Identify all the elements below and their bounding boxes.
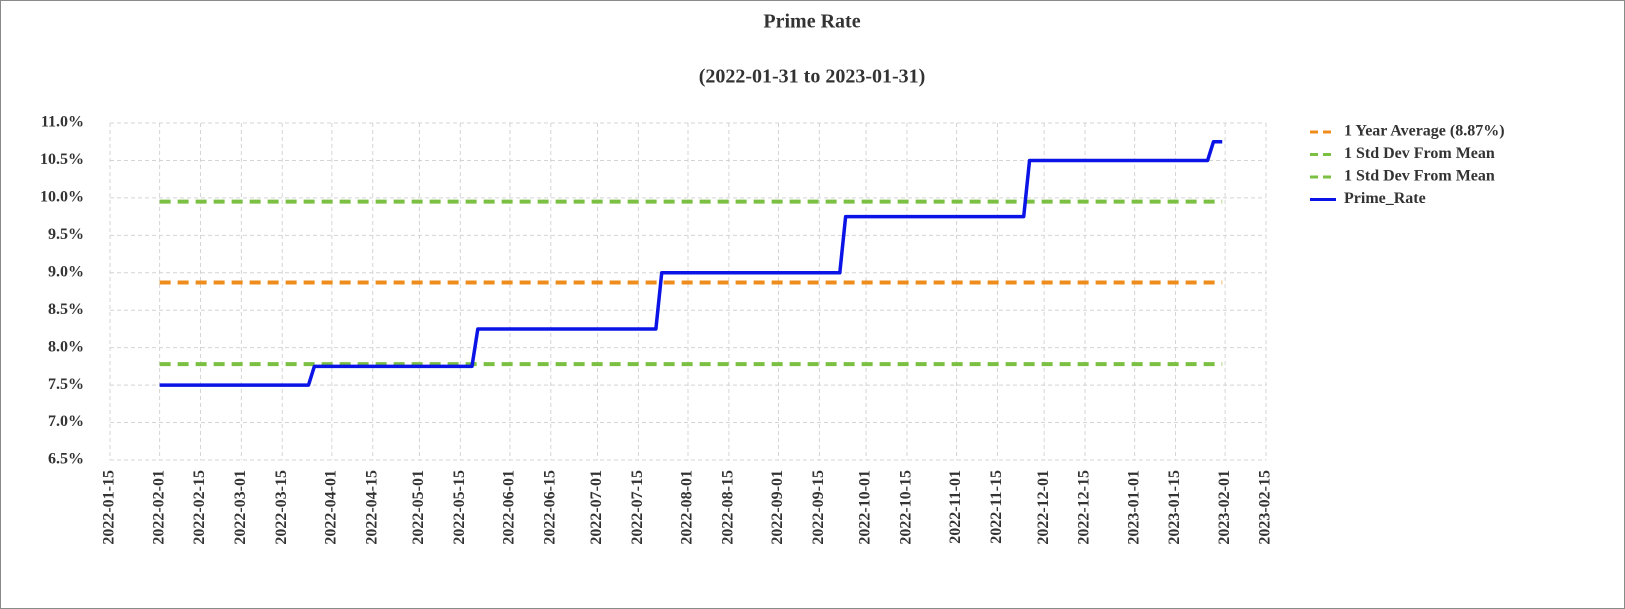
x-tick-label: 2022-11-01	[947, 470, 964, 544]
x-tick-label: 2022-12-01	[1035, 470, 1052, 545]
x-tick-label: 2022-03-15	[273, 470, 290, 545]
x-tick-label: 2023-01-01	[1125, 470, 1142, 545]
x-tick-label: 2022-10-01	[857, 470, 874, 545]
y-tick-label: 8.5%	[48, 301, 84, 318]
x-tick-label: 2022-08-15	[720, 470, 737, 545]
x-tick-label: 2023-01-15	[1166, 470, 1183, 545]
x-tick-label: 2022-09-15	[810, 470, 827, 545]
chart-subtitle: (2022-01-31 to 2023-01-31)	[699, 66, 926, 88]
x-tick-label: 2022-07-01	[588, 470, 605, 545]
x-tick-label: 2022-04-15	[363, 470, 380, 545]
x-tick-label: 2022-08-01	[679, 470, 696, 545]
x-tick-label: 2023-02-01	[1216, 470, 1233, 545]
y-tick-label: 11.0%	[41, 114, 84, 131]
x-tick-label: 2022-05-15	[451, 470, 468, 545]
x-tick-label: 2022-10-15	[898, 470, 915, 545]
y-tick-label: 9.5%	[48, 226, 84, 243]
x-tick-label: 2022-02-15	[191, 470, 208, 545]
x-tick-label: 2022-05-01	[410, 470, 427, 545]
x-tick-label: 2022-06-15	[541, 470, 558, 545]
x-tick-label: 2022-02-01	[150, 470, 167, 545]
x-tick-label: 2022-04-01	[323, 470, 340, 545]
x-tick-label: 2022-06-01	[501, 470, 518, 545]
x-tick-label: 2022-03-01	[232, 470, 249, 545]
y-tick-label: 10.0%	[40, 189, 84, 206]
y-tick-label: 7.0%	[48, 413, 84, 430]
y-tick-label: 6.5%	[48, 451, 84, 468]
x-tick-label: 2022-12-15	[1076, 470, 1093, 545]
y-tick-label: 10.5%	[40, 151, 84, 168]
x-tick-label: 2022-11-15	[988, 470, 1005, 544]
x-tick-label: 2022-09-01	[769, 470, 786, 545]
series-line	[159, 139, 1223, 387]
legend-label: 1 Year Average (8.87%)	[1344, 123, 1505, 140]
x-tick-label: 2022-01-15	[101, 470, 118, 545]
chart-title: Prime Rate	[763, 11, 860, 33]
legend-label: 1 Std Dev From Mean	[1344, 168, 1495, 185]
y-tick-label: 8.0%	[48, 338, 84, 355]
legend-label: 1 Std Dev From Mean	[1344, 145, 1495, 162]
x-tick-label: 2022-07-15	[629, 470, 646, 545]
y-tick-label: 9.0%	[48, 263, 84, 280]
y-tick-label: 7.5%	[48, 376, 84, 393]
x-tick-label: 2023-02-15	[1257, 470, 1274, 545]
legend-label: Prime_Rate	[1344, 190, 1426, 207]
